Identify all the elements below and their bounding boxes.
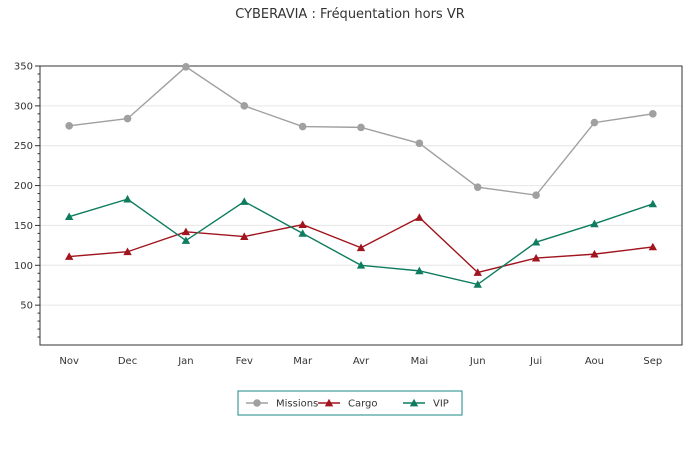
x-tick-label: Dec (118, 356, 137, 367)
data-point-vip (415, 266, 424, 275)
y-tick-label: 50 (20, 301, 33, 312)
data-point-cargo (590, 249, 599, 258)
data-point-vip (64, 212, 74, 221)
data-point-missions (65, 121, 73, 130)
data-point-vip (356, 261, 366, 269)
data-point-cargo (64, 252, 74, 260)
data-point-cargo (415, 213, 424, 221)
legend-label: VIP (433, 399, 449, 410)
data-point-missions (532, 191, 540, 199)
x-tick-label: Sep (643, 356, 662, 367)
legend-marker (253, 399, 261, 407)
data-point-cargo (123, 247, 132, 256)
x-tick-label: Mar (293, 356, 313, 367)
data-point-cargo (356, 243, 366, 252)
x-tick-label: Jui (529, 356, 542, 367)
data-point-missions (415, 139, 424, 148)
data-point-vip (531, 237, 541, 246)
data-point-vip (648, 199, 658, 208)
x-tick-label: Avr (353, 356, 370, 367)
x-axis: Nov Dec Jan Fev Mar Avr Mai Jun Jui Aou Sep (59, 356, 662, 367)
data-point-vip (298, 229, 307, 237)
legend: Missions Cargo VIP (237, 390, 463, 416)
series-layer (64, 62, 658, 288)
data-point-missions (357, 123, 365, 132)
legend-label: Missions (276, 399, 318, 410)
legend-label: Cargo (348, 399, 378, 410)
data-point-vip (181, 236, 191, 244)
data-point-cargo (240, 232, 249, 240)
data-point-cargo (181, 227, 191, 236)
legend-marker (409, 398, 419, 407)
series-vip (64, 194, 658, 288)
data-point-vip (590, 219, 599, 228)
data-point-missions (123, 114, 132, 123)
x-tick-label: Jun (469, 356, 486, 367)
data-point-cargo (473, 268, 482, 276)
x-tick-label: Aou (585, 356, 604, 367)
y-tick-label: 350 (14, 62, 33, 73)
x-tick-label: Mai (411, 356, 429, 367)
legend-item-vip: VIP (403, 399, 449, 410)
legend-item-missions: Missions (246, 399, 318, 410)
data-point-missions (590, 118, 599, 127)
data-point-vip (473, 280, 482, 288)
series-cargo (64, 213, 658, 276)
legend-item-cargo: Cargo (318, 399, 378, 410)
y-tick-label: 150 (14, 221, 33, 232)
y-tick-label: 200 (14, 181, 33, 192)
data-point-vip (123, 194, 132, 203)
x-tick-label: Fev (236, 356, 253, 367)
data-point-cargo (531, 253, 541, 262)
data-point-missions (473, 183, 482, 191)
grid-lines (40, 65, 682, 306)
series-missions (65, 62, 657, 199)
x-tick-label: Jan (177, 356, 193, 367)
data-point-missions (649, 110, 657, 118)
chart-title: CYBERAVIA : Fréquentation hors VR (235, 7, 465, 22)
x-tick-label: Nov (59, 356, 79, 367)
data-point-cargo (298, 220, 307, 228)
y-tick-label: 250 (14, 141, 33, 152)
data-point-cargo (648, 242, 658, 251)
data-point-missions (240, 102, 249, 110)
data-point-missions (182, 62, 190, 71)
data-point-vip (240, 197, 249, 205)
legend-marker (324, 398, 334, 407)
y-tick-label: 300 (14, 101, 33, 112)
y-tick-label: 100 (14, 261, 33, 272)
y-axis: 50 100 150 200 250 300 350 (14, 62, 40, 338)
data-point-missions (298, 122, 307, 131)
plot-area (39, 65, 683, 346)
